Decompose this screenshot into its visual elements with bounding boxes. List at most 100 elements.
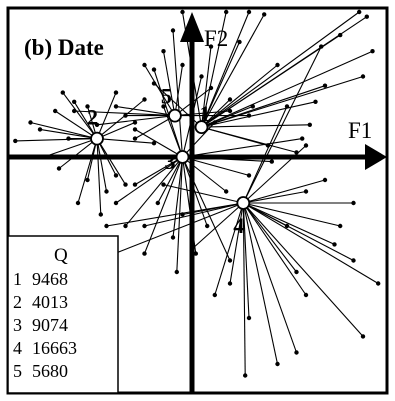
spoke-line-4-80 <box>106 202 244 227</box>
spoke-line-3-57 <box>182 122 216 158</box>
spoke-line-1-4 <box>201 75 364 128</box>
data-point-1-4 <box>360 74 366 79</box>
data-point-5-88 <box>94 122 100 128</box>
data-point-1-17 <box>294 150 299 155</box>
spoke-line-5-94 <box>174 110 231 117</box>
data-point-4-75 <box>212 292 217 298</box>
chart-title: (b) Date <box>24 35 104 60</box>
centroid-3 <box>175 150 190 164</box>
data-point-3-56 <box>113 200 119 206</box>
data-point-3-58 <box>161 104 166 109</box>
spoke-line-2-36 <box>39 128 98 140</box>
data-point-4-81 <box>161 182 166 187</box>
data-point-1-11 <box>224 9 229 15</box>
spoke-line-3-41 <box>153 69 184 158</box>
data-point-2-37 <box>151 141 157 146</box>
data-point-4-84 <box>319 44 324 49</box>
legend-value-5: 5680 <box>32 361 68 381</box>
spoke-line-4-64 <box>243 202 335 245</box>
data-point-4-80 <box>104 223 109 229</box>
spoke-line-2-22 <box>43 138 98 158</box>
data-point-4-82 <box>322 177 328 183</box>
spoke-line-2-31 <box>96 138 108 192</box>
data-point-4-69 <box>294 269 299 275</box>
data-point-1-0 <box>357 9 362 15</box>
spoke-line-2-24 <box>58 138 98 169</box>
data-point-3-43 <box>132 127 138 132</box>
y-axis-arrowhead <box>180 12 204 42</box>
spoke-line-2-37 <box>96 138 155 144</box>
data-point-4-73 <box>246 315 252 321</box>
spoke-line-1-5 <box>201 85 326 128</box>
data-point-4-83 <box>303 143 309 148</box>
data-point-2-33 <box>75 200 81 206</box>
centroid-label-1: 1 <box>200 101 211 126</box>
data-point-2-32 <box>123 182 128 187</box>
data-point-5-96 <box>123 113 128 118</box>
data-point-5-91 <box>161 49 166 54</box>
data-point-3-54 <box>123 223 128 229</box>
spoke-line-3-54 <box>125 156 183 227</box>
spoke-line-1-19 <box>201 105 254 128</box>
data-point-4-60 <box>294 350 299 355</box>
centroid-label-3: 3 <box>165 149 176 174</box>
spoke-line-5-86 <box>74 110 175 117</box>
spoke-line-4-61 <box>242 202 364 337</box>
legend-header: Q <box>54 245 68 266</box>
spoke-line-4-74 <box>229 202 244 284</box>
spoke-line-4-72 <box>242 202 246 376</box>
legend-id-4: 4 <box>13 338 22 358</box>
data-point-2-25 <box>66 136 71 141</box>
spoke-line-1-3 <box>201 50 373 128</box>
data-point-4-78 <box>142 223 147 229</box>
data-point-4-71 <box>275 361 280 367</box>
spoke-line-4-69 <box>242 202 297 273</box>
data-point-2-20 <box>13 138 18 144</box>
data-point-2-26 <box>72 99 77 105</box>
data-point-1-10 <box>246 9 252 15</box>
spoke-line-2-39 <box>96 99 145 140</box>
centroid-label-5: 5 <box>161 84 172 109</box>
spoke-line-1-7 <box>201 124 310 128</box>
data-point-3-44 <box>132 182 138 187</box>
data-point-3-57 <box>212 120 217 125</box>
spoke-lines-group <box>15 11 379 376</box>
data-point-1-18 <box>151 81 157 86</box>
centroid-label-2: 2 <box>87 105 98 130</box>
data-point-4-61 <box>360 334 366 339</box>
spoke-line-4-73 <box>242 202 250 319</box>
data-point-2-31 <box>104 189 109 194</box>
data-point-2-36 <box>37 127 43 132</box>
data-point-1-3 <box>370 49 375 54</box>
data-point-4-72 <box>243 373 248 378</box>
data-point-2-24 <box>56 166 62 171</box>
legend-value-2: 4013 <box>32 292 68 312</box>
spoke-line-4-62 <box>243 202 379 284</box>
data-point-2-21 <box>28 120 33 125</box>
data-point-1-6 <box>313 99 318 105</box>
data-point-4-77 <box>180 212 185 217</box>
spoke-line-1-0 <box>201 11 360 128</box>
data-point-4-63 <box>351 258 356 263</box>
legend-box: Q 1 9468 2 4013 3 9074 4 16663 5 5680 <box>7 235 119 394</box>
spoke-line-3-45 <box>157 156 183 204</box>
data-point-2-39 <box>142 97 147 102</box>
data-point-4-85 <box>284 104 290 109</box>
data-point-4-70 <box>303 292 309 298</box>
data-point-1-14 <box>208 44 214 49</box>
legend-id-5: 5 <box>13 361 22 381</box>
data-point-5-92 <box>180 62 185 68</box>
spoke-line-2-21 <box>30 121 98 140</box>
data-point-2-34 <box>98 212 104 217</box>
data-point-3-59 <box>227 258 233 263</box>
data-point-1-5 <box>322 83 328 88</box>
spoke-line-3-44 <box>134 156 183 186</box>
data-point-1-19 <box>250 104 255 109</box>
centroids-group: 1 2 3 4 5 <box>87 84 251 238</box>
legend-id-2: 2 <box>13 292 22 312</box>
data-point-2-28 <box>113 90 119 95</box>
spoke-line-4-82 <box>243 179 326 204</box>
spoke-line-1-8 <box>201 64 278 128</box>
spoke-line-5-92 <box>174 64 184 116</box>
legend-id-1: 1 <box>13 269 22 289</box>
